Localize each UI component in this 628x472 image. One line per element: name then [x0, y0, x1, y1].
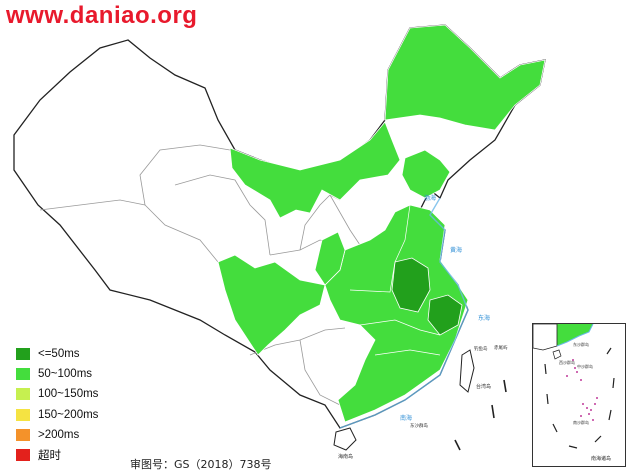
legend-item: 100~150ms: [16, 384, 98, 404]
legend-item: <=50ms: [16, 344, 98, 364]
inset-islands: [566, 359, 598, 421]
legend-item: >200ms: [16, 425, 98, 445]
inset-title: 南海诸岛: [591, 456, 612, 462]
inset-nine-dash-line: [544, 347, 615, 449]
island-label-taiwan: 台湾岛: [476, 383, 491, 390]
inset-label-zhongsha: 中沙群岛: [577, 363, 593, 369]
legend-label: 150~200ms: [38, 408, 99, 421]
legend-swatch: [16, 408, 30, 421]
legend-label: 超时: [38, 450, 61, 463]
legend-label: 100~150ms: [38, 388, 99, 401]
island-label-diaoyu: 钓鱼岛: [474, 345, 488, 352]
legend-label: 50~100ms: [38, 368, 93, 381]
legend-label: >200ms: [38, 428, 80, 441]
sea-label-donghai: 东海: [478, 314, 490, 322]
island-label-dongsha: 东沙群岛: [410, 422, 428, 429]
map-approval-number: 审图号：GS（2018）738号: [130, 458, 272, 471]
legend-item: 超时: [16, 445, 98, 465]
sea-label-bohai: 渤海: [424, 194, 436, 202]
legend-swatch: [16, 388, 30, 401]
legend-swatch: [16, 348, 30, 361]
latency-legend: <=50ms 50~100ms 100~150ms 150~200ms >200…: [16, 344, 98, 465]
island-label-hainan: 海南岛: [338, 453, 353, 460]
province-shaanxi: [314, 231, 346, 286]
legend-label: <=50ms: [38, 348, 80, 361]
legend-swatch: [16, 428, 30, 441]
legend-swatch: [16, 449, 30, 462]
sea-label-huanghai: 黄海: [450, 246, 462, 254]
island-taiwan: [459, 349, 475, 393]
inset-hainan: [552, 349, 562, 360]
sea-label-nanhai: 南海: [400, 414, 412, 422]
province-sichuan: [217, 254, 326, 356]
inset-label-dongsha: 东沙群岛: [573, 341, 589, 347]
watermark-site-url: www.daniao.org: [6, 2, 198, 29]
province-liaoning: [401, 149, 451, 199]
inset-coast: [556, 324, 594, 347]
inset-label-nansha: 南沙群岛: [573, 419, 589, 425]
inset-label-xisha: 西沙群岛: [559, 359, 575, 365]
island-label-chiwei: 赤尾屿: [494, 344, 508, 351]
coastline-highlight: [339, 197, 469, 429]
province-inner-mongolia: [229, 121, 401, 219]
province-anhui: [391, 257, 431, 313]
province-heilongjiang: [384, 24, 546, 131]
south-china-sea-inset: 东沙群岛 西沙群岛 中沙群岛 南沙群岛 南海诸岛: [532, 323, 626, 467]
inset-mainland-green: [557, 324, 593, 346]
province-zhejiang: [427, 294, 463, 336]
legend-swatch: [16, 368, 30, 381]
inset-map: 东沙群岛 西沙群岛 中沙群岛 南沙群岛: [533, 324, 615, 449]
island-hainan: [333, 427, 357, 451]
measured-province-borders: [349, 204, 441, 356]
maritime-boundary-dashes: [454, 379, 507, 451]
inset-mainland-white: [533, 324, 558, 351]
legend-item: 50~100ms: [16, 364, 98, 384]
legend-item: 150~200ms: [16, 405, 98, 425]
